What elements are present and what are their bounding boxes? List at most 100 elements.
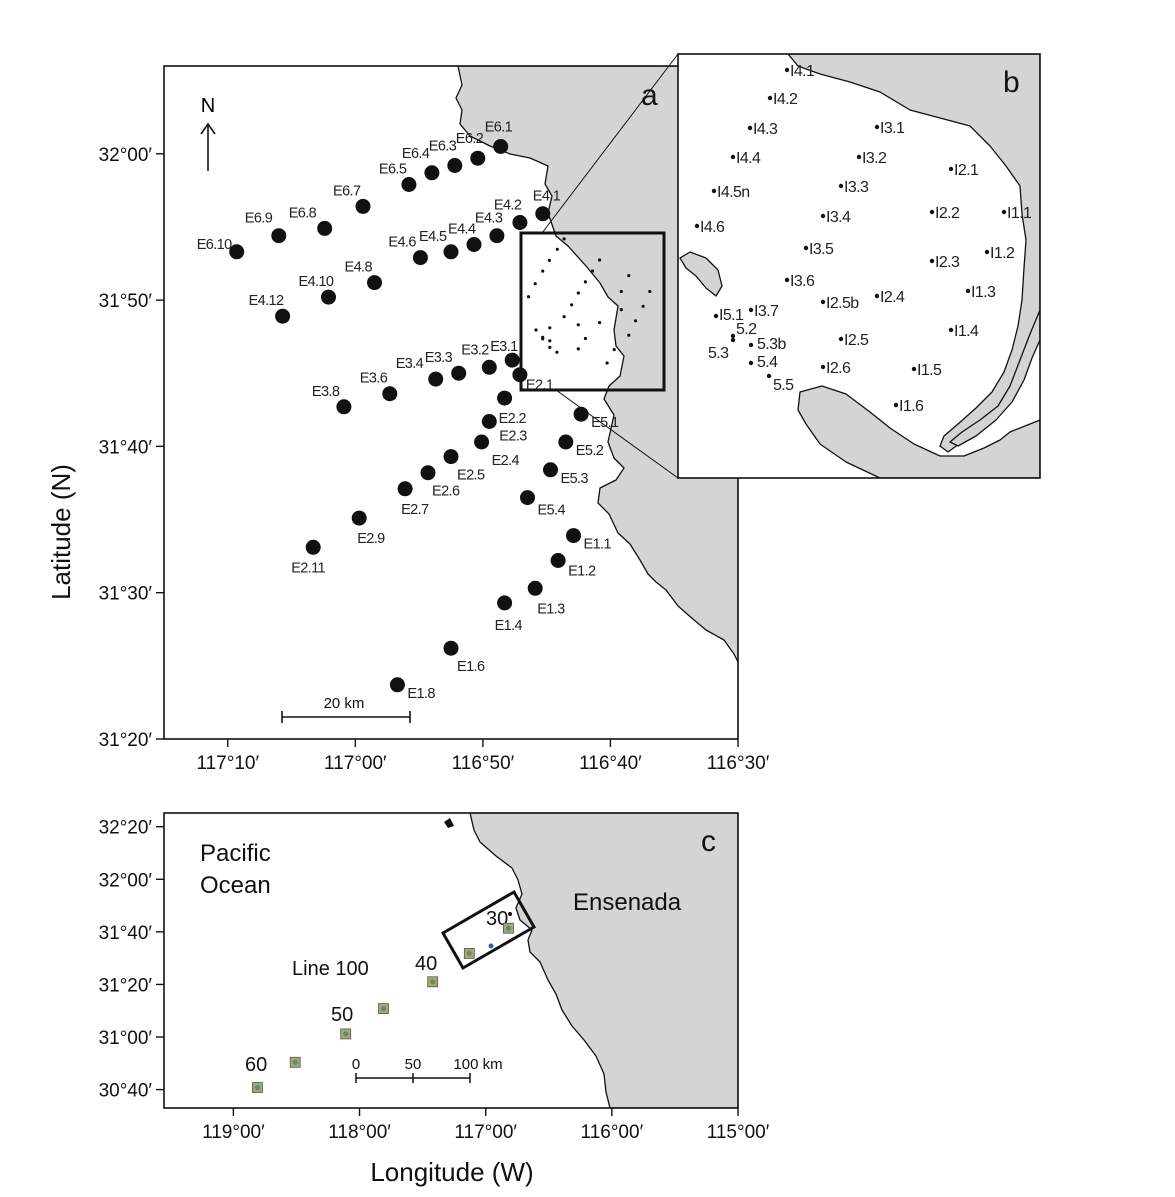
station-label-E4.3: E4.3 [475, 211, 503, 227]
station-label-E1.1: E1.1 [584, 537, 612, 553]
station-E6.9 [271, 228, 287, 244]
inset-dot [641, 304, 645, 308]
station-5.4 [748, 360, 754, 366]
station-label-E4.8: E4.8 [345, 260, 373, 276]
line100-station-core [430, 979, 436, 985]
station-I4.4 [730, 154, 736, 160]
station-E4.10 [321, 289, 336, 305]
station-label-E6.5: E6.5 [379, 162, 407, 178]
station-I3.6 [784, 277, 790, 283]
station-I3.5 [803, 245, 809, 251]
station-I4.6 [694, 223, 700, 229]
inset-dot [555, 350, 559, 354]
station-I1.4 [948, 327, 954, 333]
station-label-E3.4: E3.4 [396, 356, 424, 372]
station-label-E4.4: E4.4 [448, 222, 476, 238]
inset-dot [627, 274, 631, 278]
a-lon-tick-label: 116°40′ [579, 753, 642, 774]
land-mass-c [469, 813, 738, 1108]
station-I3.3 [838, 183, 844, 189]
a-lat-tick-label: 31°40′ [99, 437, 153, 458]
inset-dot [576, 291, 580, 295]
inset-dot [548, 326, 552, 330]
scale-c-0: 0 [352, 1056, 360, 1073]
station-E5.2 [558, 434, 574, 450]
c-lat-tick-label: 30°40′ [99, 1081, 153, 1102]
line100-station-core [254, 1084, 260, 1091]
station-label-E2.7: E2.7 [401, 502, 429, 518]
station-E3.2 [481, 359, 497, 375]
station-E4.8 [367, 275, 382, 291]
station-E2.5 [443, 449, 459, 465]
station-I4.5n [711, 188, 717, 194]
panel-b-label: b [1003, 66, 1020, 99]
station-label-I2.5b: I2.5b [826, 295, 859, 312]
station-I1.1 [1001, 209, 1007, 215]
inset-dot [541, 269, 545, 273]
inset-dot [590, 269, 595, 273]
a-lon-tick-label: 116°50′ [452, 753, 515, 774]
inset-dot [598, 321, 602, 325]
station-label-E2.5: E2.5 [457, 468, 485, 484]
line100-station-core [292, 1059, 298, 1065]
station-I3.1 [874, 124, 880, 130]
c-lat-tick-label: 32°00′ [99, 870, 153, 891]
land-mass-b-south [797, 385, 1040, 478]
c-lon-tick-label: 117°00′ [454, 1122, 517, 1143]
inset-dot [533, 282, 537, 286]
panel-c-frame [163, 812, 739, 1109]
station-label-I2.6: I2.6 [826, 360, 851, 377]
station-5.3 [730, 337, 736, 343]
inset-dot [548, 339, 552, 343]
station-label-E2.11: E2.11 [291, 560, 325, 576]
station-5.3b [748, 342, 754, 348]
study-area-box [440, 889, 537, 971]
inset-dot [547, 258, 552, 262]
station-E1.3 [527, 580, 543, 596]
station-label-E4.10: E4.10 [299, 274, 334, 290]
stations-a: E6.1E6.2E6.3E6.4E6.5 E6.7 E6.8 E6.9 E6.10 E4.… [197, 120, 620, 702]
station-label-E6.8: E6.8 [289, 205, 317, 221]
station-E1.2 [550, 553, 566, 568]
island-c [444, 818, 454, 828]
station-label-E2.4: E2.4 [492, 453, 520, 469]
station-label-E6.9: E6.9 [245, 211, 273, 227]
inset-dot [534, 328, 538, 332]
inset-box-a [519, 231, 666, 392]
inset-dot [619, 289, 623, 294]
line100-station-core [343, 1031, 349, 1037]
station-label-5.3: 5.3 [708, 345, 729, 362]
station-label-E2.6: E2.6 [432, 484, 460, 500]
station-number-30: 30 [486, 908, 508, 930]
station-label-I4.3: I4.3 [753, 121, 778, 138]
line-label: Line 100 [292, 958, 369, 980]
scale-c-50: 50 [405, 1056, 422, 1073]
station-I4.3 [747, 125, 753, 131]
station-E6.4 [424, 165, 440, 181]
station-number-60: 60 [245, 1054, 267, 1076]
inset-dot [583, 280, 588, 284]
station-label-I3.3: I3.3 [844, 179, 869, 196]
station-E5.1 [573, 406, 589, 422]
station-E1.1 [566, 528, 581, 544]
zoom-line-top [541, 53, 679, 234]
scale-c-100: 100 km [453, 1056, 502, 1073]
ocean-label-1: Pacific [200, 840, 271, 867]
station-E5.3 [543, 462, 558, 478]
station-label-E4.12: E4.12 [249, 293, 284, 309]
station-label-E3.2: E3.2 [461, 342, 489, 358]
station-E4.1 [535, 206, 551, 222]
station-E1.8 [389, 677, 405, 693]
scale-bar-c: 0 50 100 km [352, 1056, 503, 1083]
station-E4.5 [443, 244, 459, 260]
station-E3.3 [451, 365, 467, 381]
station-I4.2 [767, 95, 773, 101]
station-label-I2.1: I2.1 [954, 162, 979, 179]
station-number-50: 50 [331, 1004, 353, 1026]
panel-c-label: c [701, 825, 716, 858]
station-label-E1.6: E1.6 [457, 659, 485, 675]
station-label-I3.5: I3.5 [809, 241, 834, 258]
station-label-E6.3: E6.3 [429, 139, 457, 155]
city-label: Ensenada [573, 889, 682, 916]
